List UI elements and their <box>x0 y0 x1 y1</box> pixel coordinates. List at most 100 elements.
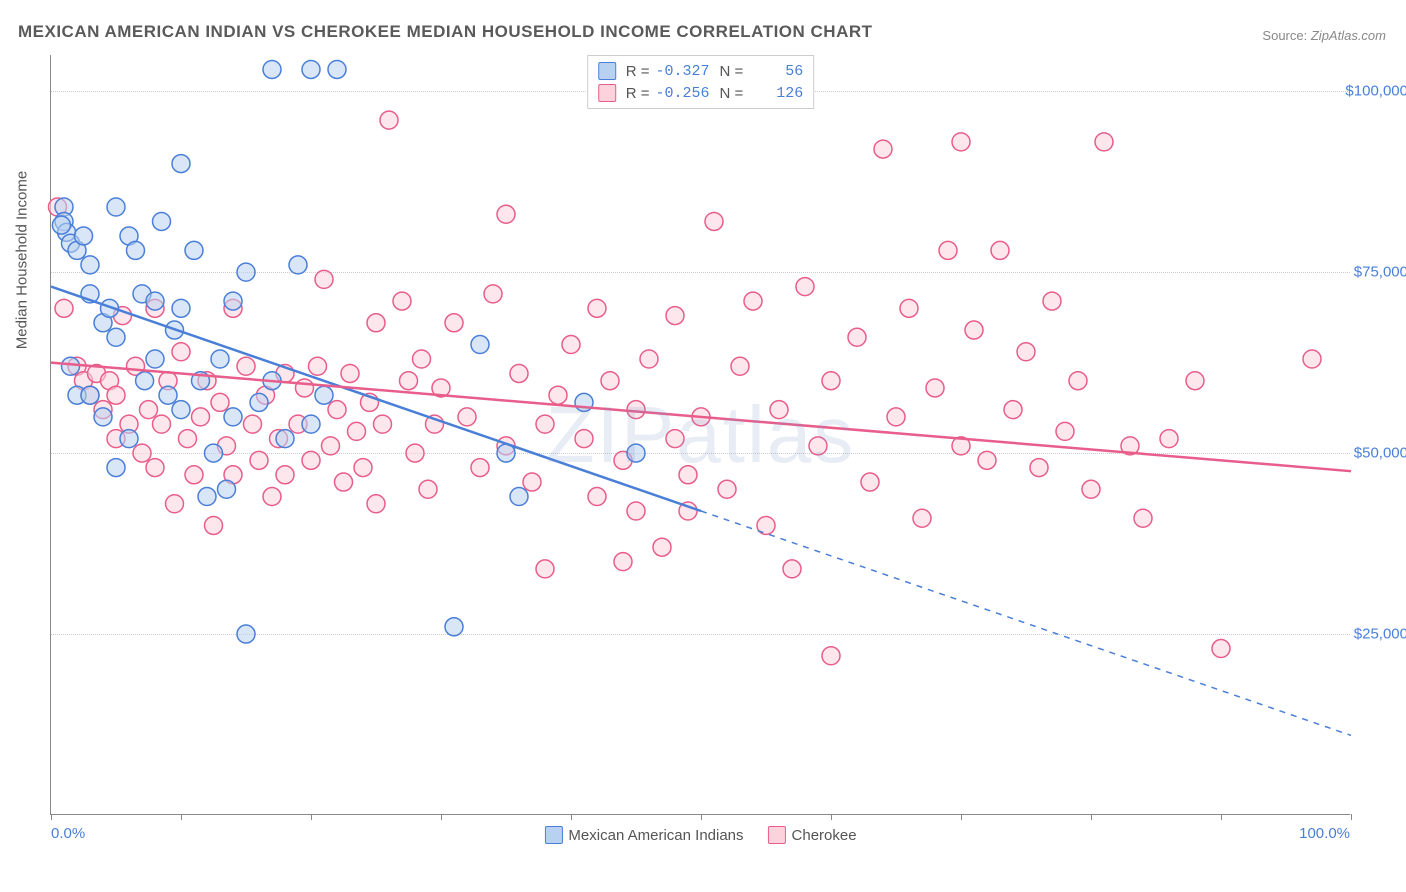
scatter-point <box>354 459 372 477</box>
scatter-point <box>341 364 359 382</box>
x-tick <box>701 814 702 820</box>
scatter-point <box>211 393 229 411</box>
scatter-point <box>718 480 736 498</box>
scatter-point <box>276 466 294 484</box>
scatter-point <box>146 459 164 477</box>
scatter-point <box>107 328 125 346</box>
source-value: ZipAtlas.com <box>1311 28 1386 43</box>
series1-name: Mexican American Indians <box>568 827 743 844</box>
scatter-point <box>289 256 307 274</box>
scatter-point <box>822 647 840 665</box>
scatter-point <box>302 451 320 469</box>
x-tick <box>441 814 442 820</box>
scatter-point <box>52 216 70 234</box>
x-tick <box>831 814 832 820</box>
scatter-point <box>744 292 762 310</box>
scatter-point <box>172 299 190 317</box>
scatter-point <box>770 401 788 419</box>
scatter-point <box>172 155 190 173</box>
series2-r-value: -0.256 <box>655 85 709 102</box>
source-attribution: Source: ZipAtlas.com <box>1262 28 1386 43</box>
scatter-point <box>335 473 353 491</box>
x-tick <box>181 814 182 820</box>
scatter-point <box>1160 430 1178 448</box>
scatter-point <box>1212 640 1230 658</box>
scatter-point <box>205 516 223 534</box>
scatter-point <box>1056 422 1074 440</box>
x-axis-min-label: 0.0% <box>51 825 85 842</box>
legend-row-series2: R = -0.256 N = 126 <box>598 82 804 104</box>
scatter-point <box>991 241 1009 259</box>
scatter-point <box>822 372 840 390</box>
scatter-point <box>653 538 671 556</box>
y-axis-title: Median Household Income <box>14 171 31 349</box>
scatter-point <box>406 444 424 462</box>
scatter-point <box>562 336 580 354</box>
scatter-point <box>523 473 541 491</box>
scatter-point <box>809 437 827 455</box>
scatter-point <box>159 386 177 404</box>
scatter-point <box>315 386 333 404</box>
scatter-point <box>172 343 190 361</box>
series2-name: Cherokee <box>792 827 857 844</box>
scatter-point <box>497 205 515 223</box>
scatter-point <box>237 625 255 643</box>
scatter-point <box>575 430 593 448</box>
scatter-point <box>484 285 502 303</box>
scatter-point <box>588 488 606 506</box>
scatter-svg <box>51 55 1350 814</box>
scatter-point <box>978 451 996 469</box>
scatter-point <box>309 357 327 375</box>
scatter-point <box>136 372 154 390</box>
scatter-point <box>348 422 366 440</box>
scatter-point <box>81 386 99 404</box>
scatter-point <box>328 60 346 78</box>
scatter-point <box>1043 292 1061 310</box>
scatter-point <box>263 488 281 506</box>
scatter-point <box>393 292 411 310</box>
series2-n-value: 126 <box>749 85 803 102</box>
scatter-point <box>205 444 223 462</box>
plot-area: ZIPatlas $25,000$50,000$75,000$100,000 0… <box>50 55 1350 815</box>
scatter-point <box>250 451 268 469</box>
n-label: N = <box>720 63 744 80</box>
scatter-point <box>224 408 242 426</box>
scatter-point <box>302 60 320 78</box>
r-label: R = <box>626 85 650 102</box>
scatter-point <box>640 350 658 368</box>
scatter-point <box>75 227 93 245</box>
scatter-point <box>140 401 158 419</box>
scatter-point <box>848 328 866 346</box>
legend-item-series1: Mexican American Indians <box>544 826 743 844</box>
scatter-point <box>62 357 80 375</box>
scatter-point <box>322 437 340 455</box>
correlation-legend: R = -0.327 N = 56 R = -0.256 N = 126 <box>587 55 815 109</box>
scatter-point <box>900 299 918 317</box>
scatter-point <box>302 415 320 433</box>
scatter-point <box>796 278 814 296</box>
swatch-blue-icon <box>544 826 562 844</box>
x-tick <box>1221 814 1222 820</box>
scatter-point <box>471 336 489 354</box>
scatter-point <box>731 357 749 375</box>
scatter-point <box>965 321 983 339</box>
legend-item-series2: Cherokee <box>768 826 857 844</box>
scatter-point <box>458 408 476 426</box>
scatter-point <box>185 466 203 484</box>
scatter-point <box>1134 509 1152 527</box>
scatter-point <box>153 415 171 433</box>
swatch-pink-icon <box>598 84 616 102</box>
scatter-point <box>107 198 125 216</box>
scatter-point <box>94 408 112 426</box>
scatter-point <box>1004 401 1022 419</box>
scatter-point <box>705 212 723 230</box>
scatter-point <box>601 372 619 390</box>
scatter-point <box>627 444 645 462</box>
x-tick <box>571 814 572 820</box>
scatter-point <box>185 241 203 259</box>
scatter-point <box>315 270 333 288</box>
scatter-point <box>510 488 528 506</box>
scatter-point <box>471 459 489 477</box>
scatter-point <box>237 357 255 375</box>
scatter-point <box>296 379 314 397</box>
